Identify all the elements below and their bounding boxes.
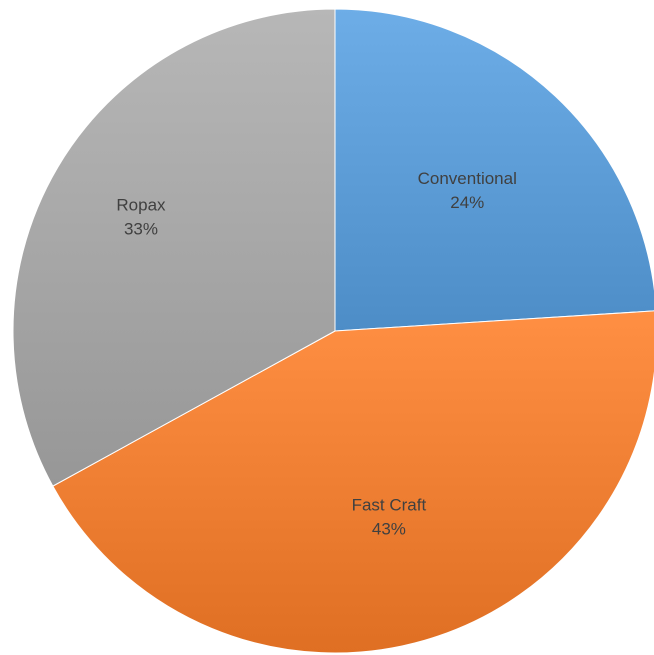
slice-label-value: 43% (372, 520, 406, 539)
pie-slices (12, 8, 654, 654)
slice-label-name: Conventional (418, 169, 517, 188)
slice-label-name: Fast Craft (352, 496, 427, 515)
slice-label-value: 24% (450, 193, 484, 212)
pie-slice-conventional (334, 8, 654, 332)
pie-slice-fast-craft (52, 310, 654, 654)
pie-labels: Conventional 24% Fast Craft 43% Ropax 33% (116, 169, 516, 538)
pie-slice-ropax (12, 8, 336, 487)
slice-label-name: Ropax (116, 195, 166, 214)
slice-label-value: 33% (124, 219, 158, 238)
